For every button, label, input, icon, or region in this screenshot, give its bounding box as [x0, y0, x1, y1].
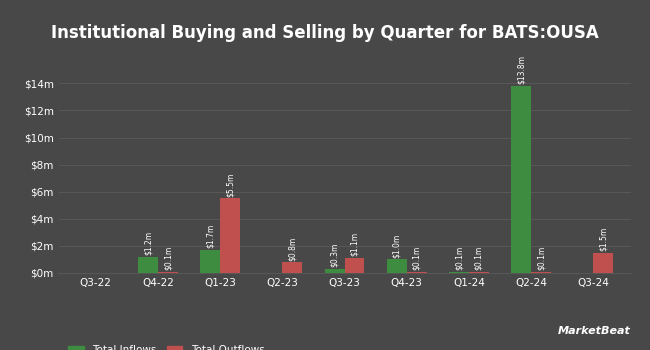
Bar [531, 272, 551, 273]
Bar [282, 262, 302, 273]
Text: Institutional Buying and Selling by Quarter for BATS:OUSA: Institutional Buying and Selling by Quar… [51, 25, 599, 42]
Text: $0.1m: $0.1m [412, 246, 421, 270]
Bar [593, 253, 613, 273]
Text: $5.5m: $5.5m [226, 173, 235, 197]
Text: $0.8m: $0.8m [288, 236, 297, 260]
Bar [469, 272, 489, 273]
Text: MarketBeat: MarketBeat [558, 326, 630, 336]
Bar [138, 257, 158, 273]
Text: $1.0m: $1.0m [392, 233, 401, 258]
Text: $0.1m: $0.1m [536, 246, 545, 270]
Text: $1.2m: $1.2m [144, 231, 153, 255]
Bar [387, 259, 407, 273]
Bar [158, 272, 178, 273]
Bar [220, 198, 240, 273]
Text: $0.3m: $0.3m [330, 243, 339, 267]
Bar [511, 86, 531, 273]
Bar [449, 272, 469, 273]
Text: $1.7m: $1.7m [205, 224, 214, 248]
Bar [407, 272, 426, 273]
Text: $1.1m: $1.1m [350, 232, 359, 257]
Text: $1.5m: $1.5m [599, 227, 608, 251]
Bar [324, 269, 345, 273]
Text: $13.8m: $13.8m [517, 55, 526, 84]
Bar [200, 250, 220, 273]
Text: $0.1m: $0.1m [163, 246, 172, 270]
Legend: Total Inflows, Total Outflows: Total Inflows, Total Outflows [64, 341, 268, 350]
Text: $0.1m: $0.1m [454, 246, 463, 270]
Text: $0.1m: $0.1m [474, 246, 484, 270]
Bar [344, 258, 365, 273]
